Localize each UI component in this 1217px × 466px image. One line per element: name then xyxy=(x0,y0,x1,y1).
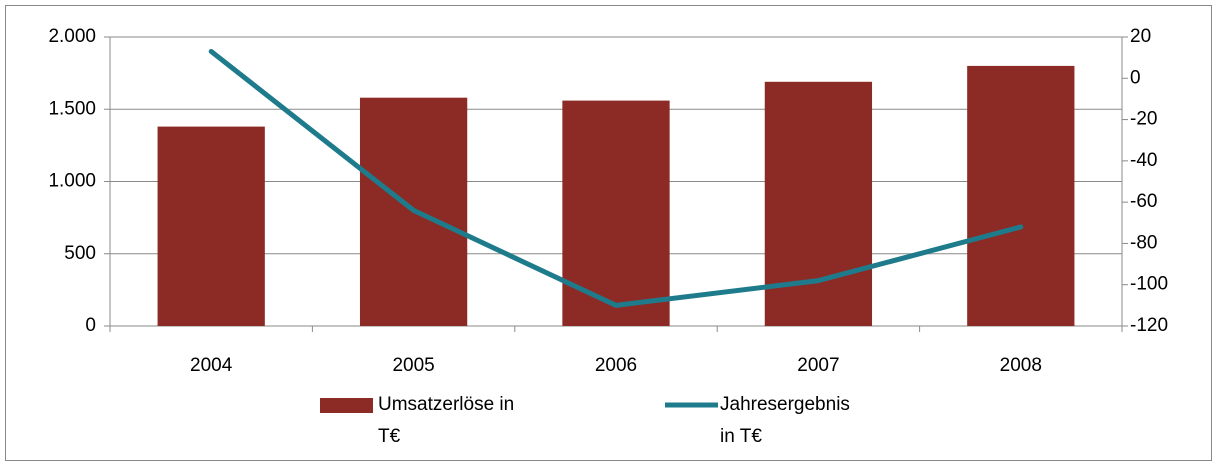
x-tick-label: 2007 xyxy=(797,355,839,376)
y2-tick-label: -20 xyxy=(1130,109,1157,130)
y2-tick-label: -120 xyxy=(1130,315,1168,336)
x-tick-label: 2005 xyxy=(392,355,434,376)
bar xyxy=(562,100,670,326)
y2-tick-label: 0 xyxy=(1130,67,1141,88)
y2-tick-label: -40 xyxy=(1130,150,1157,171)
bar xyxy=(157,126,265,326)
legend-swatch xyxy=(320,398,373,413)
y-tick-label: 0 xyxy=(85,315,96,336)
y-tick-label: 500 xyxy=(64,243,96,264)
y-tick-label: 1.000 xyxy=(48,171,96,192)
y-tick-label: 1.500 xyxy=(48,98,96,119)
bar xyxy=(967,65,1075,327)
x-tick-label: 2008 xyxy=(1000,355,1042,376)
y-tick-label: 2.000 xyxy=(48,26,96,47)
y2-tick-label: -60 xyxy=(1130,191,1157,212)
line xyxy=(208,48,1024,308)
y2-tick-label: 20 xyxy=(1130,26,1151,47)
legend-label: Umsatzerlöse in T€ xyxy=(378,394,515,447)
x-tick-label: 2006 xyxy=(595,355,637,376)
x-tick-label: 2004 xyxy=(190,355,233,376)
bar xyxy=(764,81,873,326)
legend-label: Jahresergebnis in T€ xyxy=(720,394,850,447)
y2-tick-label: -80 xyxy=(1130,232,1157,253)
y2-tick-label: -100 xyxy=(1130,274,1168,295)
chart-frame xyxy=(5,5,1212,461)
